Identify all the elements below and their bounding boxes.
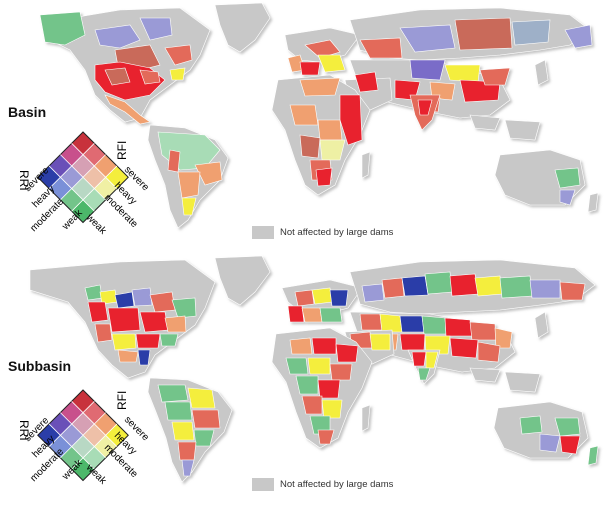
subbasin-world-map [29,255,599,483]
basin-title: Basin [8,104,47,120]
legend-divider [48,423,95,470]
subbasin-legend-rfi: RFI [115,391,129,410]
subbasin-legend-grid [37,389,129,482]
basin-legend-grid [37,131,129,224]
subbasin-nodata-swatch [252,478,274,491]
basin-nodata-swatch [252,226,274,239]
basin-world-map [39,2,599,229]
subbasin-nodata-label: Not affected by large dams [280,479,394,490]
legend-divider [60,412,106,459]
subbasin-legend-rri: RRI [17,420,31,441]
subbasin-title: Subbasin [8,358,72,374]
legend-frame [37,389,129,482]
legend-divider [48,165,95,212]
basin-legend-rfi: RFI [115,141,129,160]
subbasin-panel: Subbasin RRI RFI severe heavy moderate w… [0,250,604,500]
basin-bivariate-legend: RRI RFI severe heavy moderate weak sever… [17,131,151,237]
basin-panel: Basin RRI RFI severe heavy moderate weak… [0,0,604,250]
legend-divider [71,423,118,470]
legend-divider [60,154,106,201]
basin-nodata-label: Not affected by large dams [280,227,394,238]
legend-divider [71,165,118,212]
basin-legend-rri: RRI [17,170,31,191]
greenland [214,2,271,53]
subbasin-bivariate-legend: RRI RFI severe heavy moderate weak sever… [17,389,151,487]
